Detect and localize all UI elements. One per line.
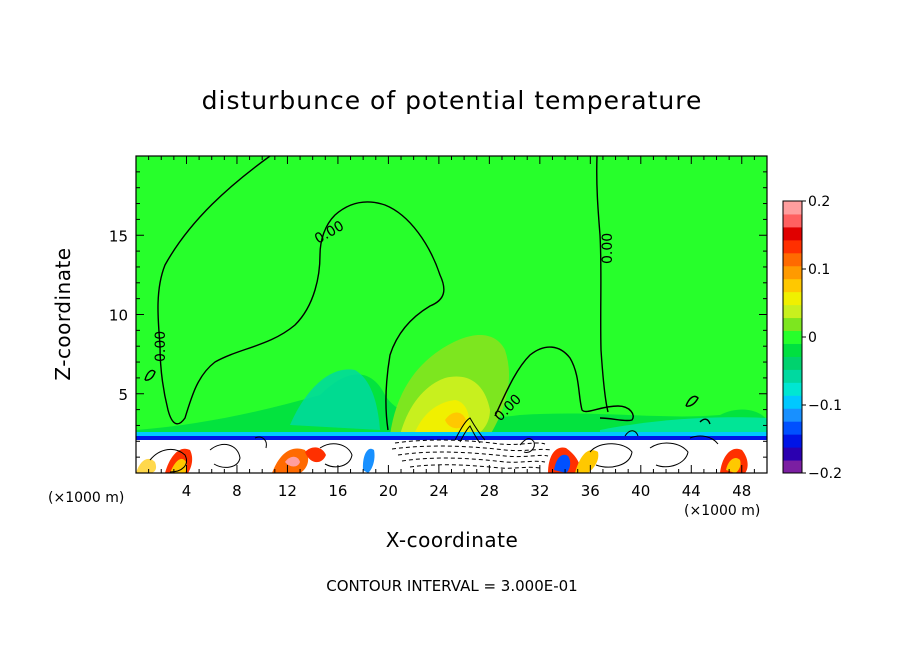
colorbar-swatch: [783, 395, 802, 409]
colorbar-swatch: [783, 382, 802, 396]
x-axis-label: X-coordinate: [385, 528, 519, 552]
colorbar-tick-label: 0.1: [808, 262, 830, 278]
colorbar-swatch: [783, 278, 802, 293]
y-tick-label: 15: [109, 227, 128, 245]
zero-contours: [144, 156, 711, 431]
x-tick-label: 4: [182, 482, 192, 500]
contour-interval-note: CONTOUR INTERVAL = 3.000E-01: [326, 577, 578, 595]
x-tick-label: 20: [379, 482, 398, 500]
y-tick-label: 5: [118, 386, 128, 404]
x-unit-label-right: (×1000 m): [684, 503, 761, 519]
contour-label: 0.00: [600, 233, 616, 264]
x-tick-label: 12: [278, 482, 297, 500]
x-tick-label: 8: [232, 482, 242, 500]
colorbar-swatch: [783, 460, 802, 474]
x-tick-label: 24: [429, 482, 448, 500]
x-tick-label: 40: [631, 482, 650, 500]
warm-anomaly-plume: [390, 335, 510, 438]
colorbar-tick-label: −0.1: [808, 398, 842, 414]
y-tick-label: 10: [109, 307, 128, 325]
y-ticks: 5 10 15: [109, 171, 767, 458]
colorbar-tick-label: 0.2: [808, 194, 830, 210]
x-tick-label: 32: [530, 482, 549, 500]
x-tick-label: 44: [682, 482, 701, 500]
colorbar-tick-label: −0.2: [808, 466, 842, 482]
colorbar-swatch: [783, 213, 802, 228]
colorbar-swatch: [783, 343, 802, 357]
colorbar: 0.2 0.1 0 −0.1 −0.2: [782, 194, 842, 482]
colorbar-swatch: [783, 201, 802, 215]
x-ticks: 4 8 12 16 20 24 28 32 36 40 44 48: [148, 156, 755, 500]
colorbar-tick-label: 0: [808, 330, 817, 346]
colorbar-swatch: [783, 239, 802, 254]
x-unit-label-left: (×1000 m): [48, 490, 125, 506]
colorbar-swatch: [783, 304, 802, 319]
colorbar-swatch: [783, 291, 802, 306]
colorbar-swatch: [783, 252, 802, 267]
colorbar-swatch: [783, 226, 802, 241]
colorbar-swatch: [783, 265, 802, 280]
x-tick-label: 28: [480, 482, 499, 500]
colorbar-swatch: [783, 317, 802, 332]
colorbar-swatch: [783, 356, 802, 370]
contour-label: 0.00: [153, 331, 169, 362]
colorbar-swatch: [783, 447, 802, 461]
colorbar-swatch: [783, 434, 802, 448]
boundary-contours: [149, 417, 719, 473]
x-tick-label: 48: [732, 482, 751, 500]
colorbar-swatch: [783, 330, 802, 344]
colorbar-swatch: [783, 408, 802, 422]
colorbar-swatch: [783, 369, 802, 383]
boundary-layer: [136, 432, 767, 473]
x-tick-label: 36: [581, 482, 600, 500]
chart-title: disturbunce of potential temperature: [201, 86, 703, 115]
colorbar-swatch: [783, 421, 802, 435]
x-tick-label: 16: [328, 482, 347, 500]
